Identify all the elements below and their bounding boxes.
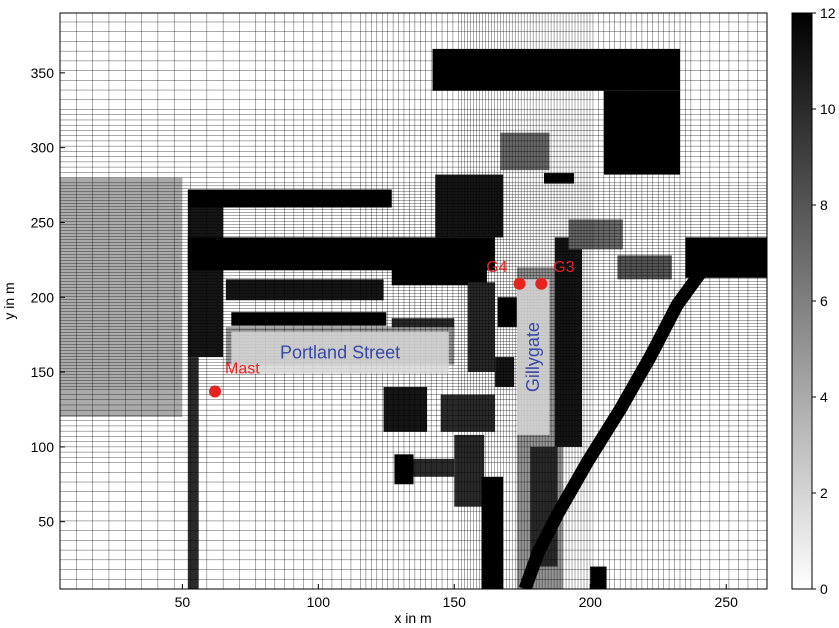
y-tick-label: 50 bbox=[38, 514, 54, 530]
grid-cell bbox=[391, 252, 487, 286]
y-tick-label: 300 bbox=[31, 140, 55, 156]
measurement-point bbox=[513, 277, 526, 290]
colorbar-tick-label: 10 bbox=[820, 101, 836, 117]
colorbar-tick-label: 8 bbox=[820, 197, 828, 213]
measurement-point bbox=[208, 385, 221, 398]
point-label: Mast bbox=[225, 361, 260, 378]
grid-cell bbox=[554, 237, 583, 447]
x-tick-label: 50 bbox=[175, 594, 191, 610]
point-label: G3 bbox=[553, 259, 574, 276]
colorbar-tick-label: 12 bbox=[820, 5, 836, 21]
x-tick-label: 150 bbox=[443, 594, 467, 610]
y-tick-label: 350 bbox=[31, 65, 55, 81]
colorbar-tick-label: 6 bbox=[820, 293, 828, 309]
colorbar-tick-label: 2 bbox=[820, 485, 828, 501]
point-label: G4 bbox=[486, 259, 507, 276]
measurement-point bbox=[535, 277, 548, 290]
y-tick-label: 200 bbox=[31, 289, 55, 305]
street-highlight bbox=[231, 331, 449, 374]
y-axis-label: y in m bbox=[1, 282, 17, 319]
street-label: Portland Street bbox=[280, 343, 400, 363]
grid-cell bbox=[225, 279, 384, 301]
colorbar-ticks: 0 2 4 6 8 10 12 bbox=[812, 5, 836, 597]
grid-cell bbox=[495, 357, 515, 388]
grid-cell bbox=[481, 476, 504, 589]
grid-cell bbox=[435, 174, 504, 238]
grid-cell bbox=[187, 207, 224, 358]
grid-cell bbox=[440, 394, 496, 432]
grid-cell bbox=[383, 387, 428, 432]
plot-frame bbox=[59, 12, 768, 590]
y-tick-label: 100 bbox=[31, 439, 55, 455]
grid-cell bbox=[454, 434, 485, 507]
street-highlight bbox=[516, 279, 550, 435]
x-tick-label: 250 bbox=[715, 594, 739, 610]
colorbar-tick-label: 4 bbox=[820, 389, 828, 405]
y-tick-label: 150 bbox=[31, 364, 55, 380]
grid-cell bbox=[60, 177, 183, 417]
x-tick-label: 200 bbox=[579, 594, 603, 610]
colorbar bbox=[791, 12, 813, 590]
grid-cell bbox=[187, 189, 392, 208]
annotation-layer: Portland Street Gillygate Mast G4 G3 bbox=[208, 259, 575, 435]
grid-cell bbox=[544, 173, 574, 184]
y-tick-label: 250 bbox=[31, 214, 55, 230]
colorbar-tick-label: 0 bbox=[820, 581, 828, 597]
x-axis-label: x in m bbox=[394, 610, 431, 626]
grid-cell bbox=[568, 219, 623, 250]
grid-cell bbox=[467, 282, 496, 373]
grid-layer bbox=[60, 13, 767, 589]
tick-layer: 50 100 150 200 250 50 100 150 200 250 300 350 bbox=[31, 65, 738, 610]
grid-cell bbox=[231, 312, 387, 326]
grid-cell bbox=[432, 48, 680, 91]
x-tick-label: 100 bbox=[307, 594, 331, 610]
grid-cell bbox=[187, 357, 199, 589]
street-label: Gillygate bbox=[523, 322, 543, 392]
